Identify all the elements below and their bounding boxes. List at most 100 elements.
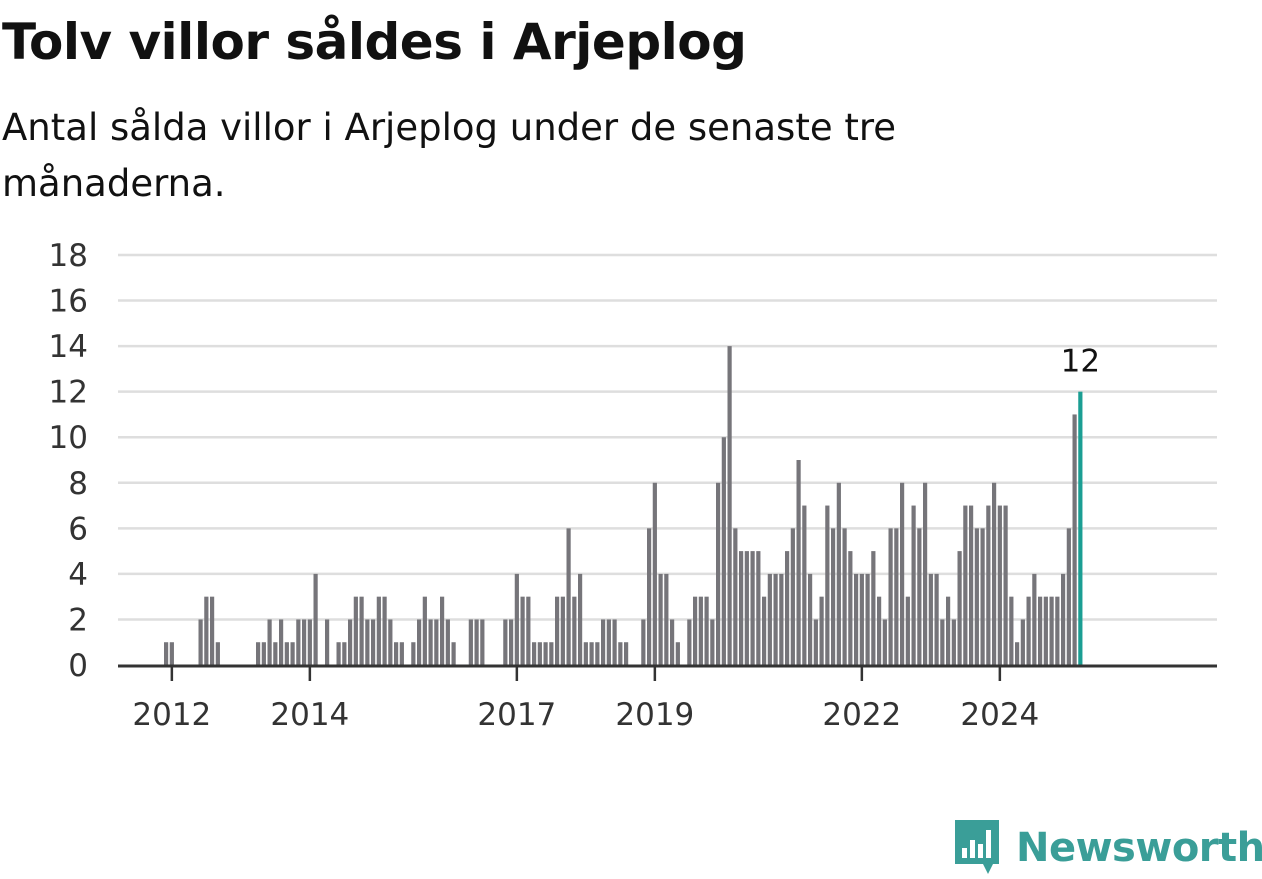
bar: [267, 619, 272, 665]
bar: [164, 642, 169, 665]
bar: [612, 619, 617, 665]
bar: [687, 619, 692, 665]
bar: [825, 505, 830, 665]
bar: [900, 482, 905, 665]
bar: [526, 596, 531, 665]
chart-subtitle: Antal sålda villor i Arjeplog under de s…: [2, 106, 897, 205]
bar: [273, 642, 278, 665]
bar: [422, 596, 427, 665]
bar: [359, 596, 364, 665]
bar: [307, 619, 312, 665]
bar: [279, 619, 284, 665]
bar: [589, 642, 594, 665]
bar: [1032, 573, 1037, 665]
bar: [785, 551, 790, 665]
bar: [641, 619, 646, 665]
bar: [992, 482, 997, 665]
y-tick-label: 6: [68, 511, 88, 547]
bar: [986, 505, 991, 665]
bar: [313, 573, 318, 665]
bar: [957, 551, 962, 665]
bar: [560, 596, 565, 665]
bar: [848, 551, 853, 665]
bar: [353, 596, 358, 665]
bar: [428, 619, 433, 665]
bar: [1049, 596, 1054, 665]
bar: [951, 619, 956, 665]
bar: [578, 573, 583, 665]
brand-name: Newsworthy: [1016, 825, 1262, 871]
bar: [256, 642, 261, 665]
bar: [1003, 505, 1008, 665]
bars: [164, 346, 1083, 665]
bar: [1061, 573, 1066, 665]
bar: [624, 642, 629, 665]
x-tick-label: 2014: [270, 697, 349, 733]
bar-highlight: [1078, 391, 1083, 665]
y-tick-label: 8: [68, 466, 88, 502]
bar: [831, 528, 836, 665]
y-tick-label: 18: [49, 238, 88, 274]
y-tick-label: 2: [68, 602, 88, 638]
bar: [739, 551, 744, 665]
newsworthy-logo-icon: [955, 820, 999, 874]
bar: [555, 596, 560, 665]
bar: [261, 642, 266, 665]
bar: [1038, 596, 1043, 665]
bar: [382, 596, 387, 665]
bar: [434, 619, 439, 665]
bar: [1026, 596, 1031, 665]
bar: [871, 551, 876, 665]
bar: [808, 573, 813, 665]
data-labels: 12: [1061, 344, 1100, 380]
newsworthy-logo: Newsworthy: [952, 818, 1262, 878]
bar: [388, 619, 393, 665]
bar: [658, 573, 663, 665]
bar: [698, 596, 703, 665]
bar: [974, 528, 979, 665]
bar: [963, 505, 968, 665]
bar: [514, 573, 519, 665]
bar: [773, 573, 778, 665]
bar: [1066, 528, 1071, 665]
bar: [336, 642, 341, 665]
y-tick-label: 0: [68, 648, 88, 684]
chart-title: Tolv villor såldes i Arjeplog: [2, 13, 747, 71]
bar: [411, 642, 416, 665]
bar: [704, 596, 709, 665]
bar: [819, 596, 824, 665]
bar: [796, 460, 801, 665]
bar: [290, 642, 295, 665]
bar: [980, 528, 985, 665]
bar: [468, 619, 473, 665]
bar: [877, 596, 882, 665]
bar: [198, 619, 203, 665]
bar: [210, 596, 215, 665]
bar: [905, 596, 910, 665]
bar: [790, 528, 795, 665]
x-axis-ticks: 2012 2014 2017 2019 2022 2024: [132, 667, 1039, 733]
bar: [399, 642, 404, 665]
bar: [509, 619, 514, 665]
bar: [664, 573, 669, 665]
bar: [451, 642, 456, 665]
bar: [296, 619, 301, 665]
bar: [882, 619, 887, 665]
bar: [1009, 596, 1014, 665]
bar: [618, 642, 623, 665]
bar: [445, 619, 450, 665]
bar: [756, 551, 761, 665]
y-tick-label: 16: [49, 284, 88, 320]
y-axis-tick-labels: 0 2 4 6 8 10 12 14 16 18: [49, 238, 88, 684]
bar: [721, 437, 726, 665]
bar: [946, 596, 951, 665]
bar-chart: 0 2 4 6 8 10 12 14 16 18 2012 2014 2017 2019 2022 2024…: [49, 238, 1217, 733]
bar: [854, 573, 859, 665]
bar: [1055, 596, 1060, 665]
bar: [394, 642, 399, 665]
bar: [693, 596, 698, 665]
x-tick-label: 2022: [822, 697, 901, 733]
bar: [727, 346, 732, 665]
bar: [520, 596, 525, 665]
bar: [842, 528, 847, 665]
